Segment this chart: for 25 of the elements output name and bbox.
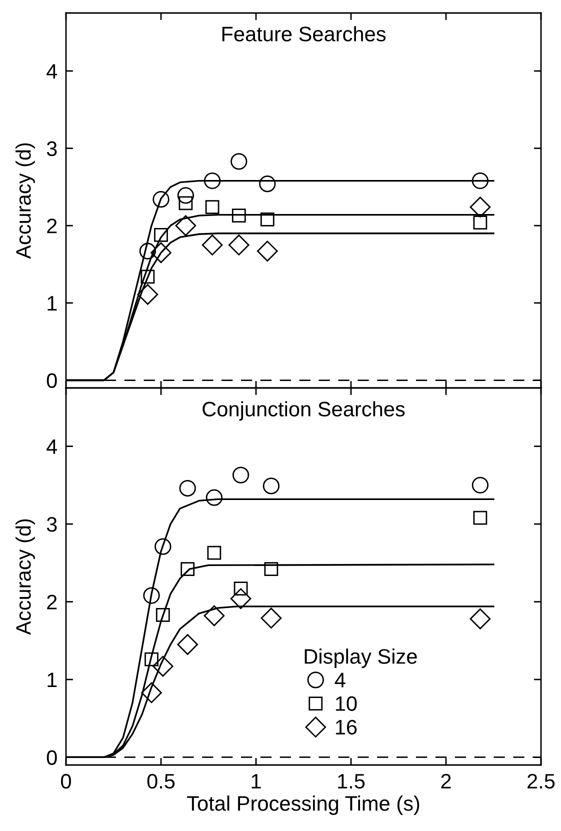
x-tick-label: 0 [61, 774, 71, 789]
y-tick-label: 4 [46, 440, 58, 454]
x-tick-label: 1 [252, 774, 261, 788]
y-tick-label: 1 [48, 296, 57, 310]
y-tick-label: 3 [46, 141, 57, 156]
legend-title: Display Size [304, 648, 417, 668]
x-tick-label: 1.5 [338, 774, 365, 789]
y-axis-title: Accuracy (d) [16, 519, 35, 635]
y-tick-label: 2 [47, 218, 57, 234]
x-tick-label: 0.5 [147, 774, 175, 789]
y-tick-label: 1 [48, 672, 57, 688]
legend-label: 4 [334, 672, 346, 688]
x-tick-label: 2 [441, 774, 451, 788]
legend-label: 16 [336, 720, 357, 735]
y-tick-label: 0 [46, 373, 57, 388]
y-tick-label: 0 [46, 750, 57, 765]
y-tick-label: 4 [46, 64, 58, 79]
y-tick-label: 3 [46, 517, 57, 532]
chart-title: Feature Searches [222, 26, 386, 42]
text: Conjunction Searches [202, 401, 405, 421]
x-tick-label: 2.5 [528, 774, 555, 789]
y-tick-label: 2 [47, 594, 57, 610]
legend-label: 10 [336, 696, 357, 712]
y-axis-title: Accuracy (d) [16, 143, 35, 259]
x-axis-title: Total Processing Time (s) [187, 796, 420, 815]
